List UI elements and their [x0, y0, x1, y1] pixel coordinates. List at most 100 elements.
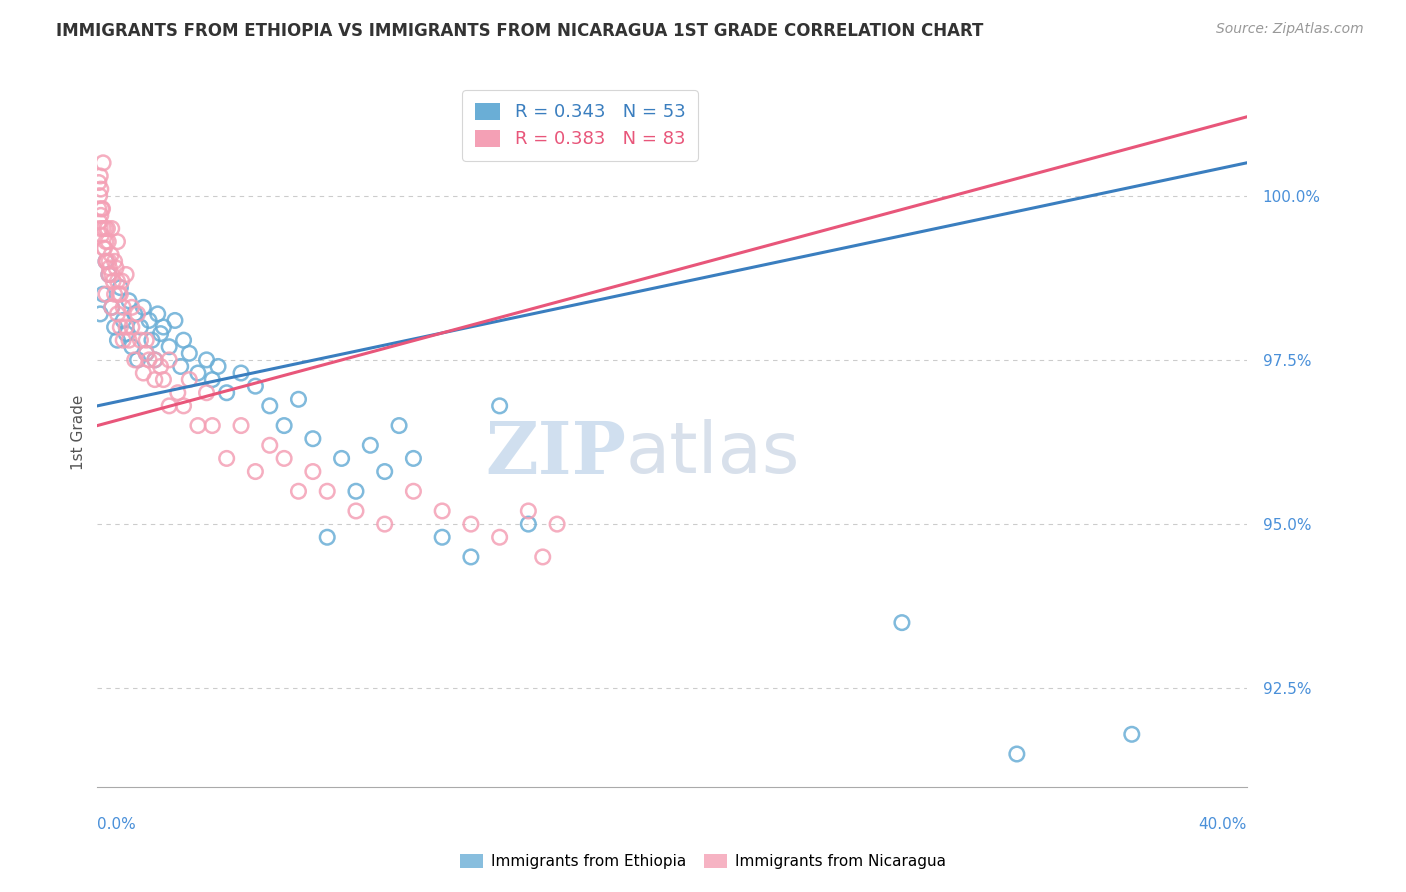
- Text: atlas: atlas: [626, 419, 800, 488]
- Point: [187, 418, 209, 433]
- Point: [89, 215, 111, 229]
- Point: [97, 235, 120, 249]
- Point: [163, 313, 186, 327]
- Point: [94, 254, 117, 268]
- Point: [112, 333, 135, 347]
- Point: [118, 333, 141, 347]
- Point: [111, 274, 134, 288]
- Point: [402, 451, 425, 466]
- Point: [229, 418, 252, 433]
- Point: [152, 373, 174, 387]
- Point: [94, 235, 117, 249]
- Point: [135, 333, 157, 347]
- Point: [146, 307, 169, 321]
- Point: [229, 366, 252, 380]
- Point: [115, 320, 138, 334]
- Point: [89, 188, 111, 202]
- Legend: Immigrants from Ethiopia, Immigrants from Nicaragua: Immigrants from Ethiopia, Immigrants fro…: [454, 847, 952, 875]
- Point: [344, 504, 367, 518]
- Point: [107, 307, 129, 321]
- Point: [112, 301, 135, 315]
- Point: [96, 254, 118, 268]
- Point: [302, 465, 325, 479]
- Point: [259, 438, 281, 452]
- Text: 40.0%: 40.0%: [1198, 817, 1247, 832]
- Point: [215, 451, 238, 466]
- Point: [135, 346, 157, 360]
- Point: [97, 254, 120, 268]
- Point: [138, 352, 160, 367]
- Point: [157, 352, 180, 367]
- Point: [141, 333, 163, 347]
- Point: [152, 320, 174, 334]
- Point: [118, 293, 141, 308]
- Point: [259, 399, 281, 413]
- Point: [97, 268, 120, 282]
- Point: [460, 549, 482, 564]
- Point: [108, 287, 131, 301]
- Point: [124, 307, 146, 321]
- Point: [89, 221, 111, 235]
- Point: [87, 176, 110, 190]
- Point: [890, 615, 912, 630]
- Text: Source: ZipAtlas.com: Source: ZipAtlas.com: [1216, 22, 1364, 37]
- Point: [173, 399, 195, 413]
- Point: [157, 340, 180, 354]
- Point: [149, 326, 172, 341]
- Point: [245, 465, 267, 479]
- Point: [89, 169, 111, 183]
- Point: [100, 248, 122, 262]
- Text: ZIP: ZIP: [485, 418, 626, 489]
- Point: [245, 379, 267, 393]
- Point: [215, 385, 238, 400]
- Point: [287, 484, 309, 499]
- Point: [93, 241, 115, 255]
- Point: [91, 202, 114, 216]
- Point: [157, 399, 180, 413]
- Point: [101, 274, 124, 288]
- Text: IMMIGRANTS FROM ETHIOPIA VS IMMIGRANTS FROM NICARAGUA 1ST GRADE CORRELATION CHAR: IMMIGRANTS FROM ETHIOPIA VS IMMIGRANTS F…: [56, 22, 984, 40]
- Point: [1121, 727, 1143, 741]
- Point: [91, 221, 114, 235]
- Point: [100, 268, 122, 282]
- Point: [173, 333, 195, 347]
- Point: [107, 274, 129, 288]
- Point: [1005, 747, 1028, 761]
- Point: [430, 504, 453, 518]
- Point: [110, 280, 132, 294]
- Point: [287, 392, 309, 407]
- Point: [460, 517, 482, 532]
- Point: [121, 340, 143, 354]
- Point: [132, 301, 155, 315]
- Point: [121, 320, 143, 334]
- Point: [127, 352, 149, 367]
- Point: [91, 156, 114, 170]
- Point: [129, 333, 152, 347]
- Point: [546, 517, 568, 532]
- Point: [115, 326, 138, 341]
- Point: [388, 418, 411, 433]
- Point: [402, 484, 425, 499]
- Point: [517, 517, 540, 532]
- Point: [107, 333, 129, 347]
- Point: [115, 268, 138, 282]
- Point: [94, 287, 117, 301]
- Point: [149, 359, 172, 374]
- Point: [316, 484, 339, 499]
- Point: [201, 373, 224, 387]
- Point: [91, 287, 114, 301]
- Point: [93, 241, 115, 255]
- Point: [531, 549, 554, 564]
- Point: [195, 385, 218, 400]
- Point: [179, 346, 201, 360]
- Point: [104, 254, 127, 268]
- Text: 0.0%: 0.0%: [97, 817, 136, 832]
- Point: [100, 221, 122, 235]
- Point: [488, 530, 510, 544]
- Point: [94, 221, 117, 235]
- Point: [87, 202, 110, 216]
- Point: [517, 504, 540, 518]
- Point: [359, 438, 381, 452]
- Point: [98, 260, 121, 275]
- Point: [374, 517, 396, 532]
